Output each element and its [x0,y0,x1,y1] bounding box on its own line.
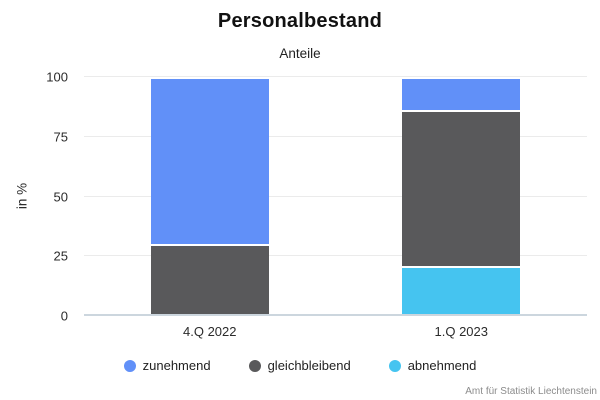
legend-label: gleichbleibend [267,358,351,373]
x-tick-label: 1.Q 2023 [434,324,489,339]
bar-segment-zunehmend[interactable] [150,77,269,245]
bar-segment-gleichbleibend[interactable] [150,244,269,316]
legend-dot-icon [248,359,261,372]
source-note: Amt für Statistik Liechtenstein [465,386,597,397]
chart-title: Personalbestand [217,10,383,32]
bar-1.Q 2023 [402,77,521,316]
legend: zunehmend gleichbleibend abnehmend [0,359,600,372]
gridline [84,76,587,77]
x-axis-tick-labels: 4.Q 2022 1.Q 2023 [84,324,587,339]
legend-dot-icon [388,359,401,372]
bar-segment-gleichbleibend[interactable] [402,110,521,266]
plot-area [84,76,587,316]
chart-subtitle: Anteile [279,46,321,61]
bars-container [84,77,587,316]
y-axis-tick-labels: 0 25 50 75 100 [0,71,68,323]
y-tick-label: 100 [46,69,68,85]
y-tick-label: 0 [60,308,68,324]
legend-dot-icon [123,359,136,372]
gridline [84,195,587,197]
bar-4.Q 2022 [150,77,269,316]
x-axis-baseline [84,314,587,316]
legend-label: zunehmend [142,358,211,373]
gridline [84,255,587,257]
x-tick-label: 4.Q 2022 [183,324,237,339]
legend-item-gleichbleibend[interactable]: gleichbleibend [248,358,351,373]
y-tick-label: 75 [53,129,68,145]
legend-item-abnehmend[interactable]: abnehmend [388,358,477,373]
legend-item-zunehmend[interactable]: zunehmend [123,358,211,373]
y-tick-label: 50 [53,189,68,204]
bar-segment-zunehmend[interactable] [402,77,521,111]
legend-label: abnehmend [407,358,477,373]
gridline [84,135,587,137]
y-tick-label: 25 [53,248,68,264]
bar-segment-abnehmend[interactable] [402,265,521,316]
